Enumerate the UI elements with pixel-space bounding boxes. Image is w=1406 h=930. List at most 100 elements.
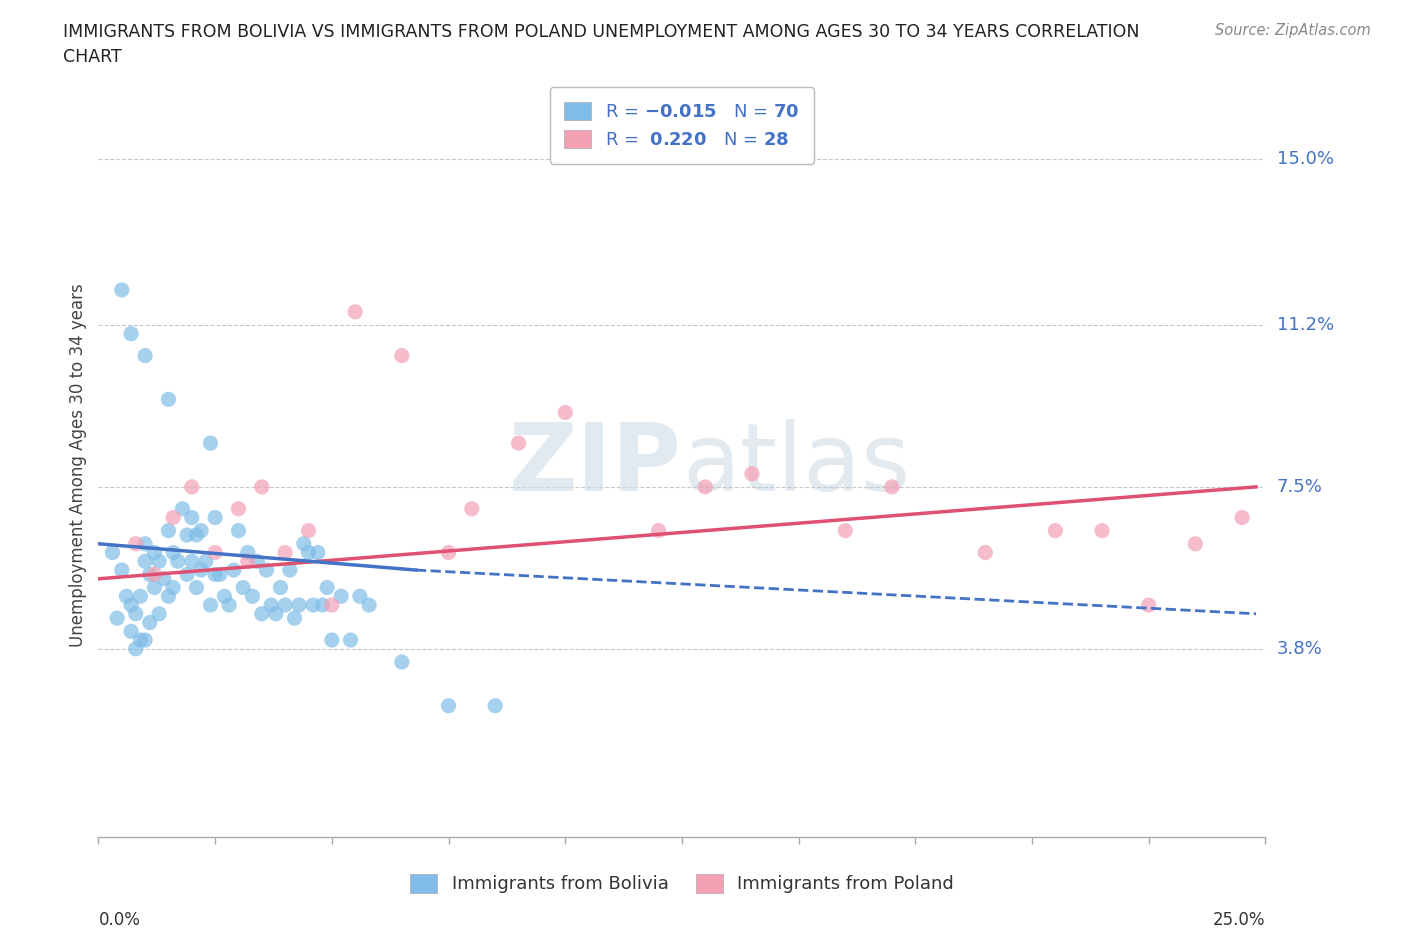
Point xyxy=(274,545,297,560)
Point xyxy=(134,348,156,363)
Point xyxy=(349,589,371,604)
Point xyxy=(647,524,669,538)
Point xyxy=(180,510,202,525)
Point xyxy=(344,304,367,319)
Point xyxy=(162,580,184,595)
Point xyxy=(236,554,259,569)
Point xyxy=(186,580,208,595)
Point xyxy=(129,632,152,647)
Point xyxy=(129,589,152,604)
Text: ZIP: ZIP xyxy=(509,419,682,511)
Point xyxy=(208,567,231,582)
Point xyxy=(162,545,184,560)
Point xyxy=(139,615,162,630)
Text: 25.0%: 25.0% xyxy=(1213,911,1265,929)
Point xyxy=(194,554,217,569)
Point xyxy=(222,563,245,578)
Point xyxy=(278,563,301,578)
Text: CHART: CHART xyxy=(63,48,122,66)
Point xyxy=(236,545,259,560)
Point xyxy=(307,545,329,560)
Point xyxy=(461,501,484,516)
Text: 7.5%: 7.5% xyxy=(1277,478,1323,496)
Point xyxy=(176,527,198,542)
Point xyxy=(311,598,333,613)
Point xyxy=(143,580,166,595)
Point xyxy=(180,554,202,569)
Point xyxy=(157,524,180,538)
Text: 3.8%: 3.8% xyxy=(1277,640,1322,658)
Point xyxy=(111,563,134,578)
Point xyxy=(139,567,162,582)
Point xyxy=(143,567,166,582)
Point xyxy=(157,589,180,604)
Point xyxy=(143,545,166,560)
Point xyxy=(250,480,273,495)
Point xyxy=(115,589,138,604)
Legend: Immigrants from Bolivia, Immigrants from Poland: Immigrants from Bolivia, Immigrants from… xyxy=(401,865,963,902)
Point xyxy=(214,589,236,604)
Text: atlas: atlas xyxy=(682,419,910,511)
Point xyxy=(204,545,226,560)
Point xyxy=(1045,524,1067,538)
Point xyxy=(283,611,305,626)
Point xyxy=(148,554,170,569)
Point xyxy=(330,589,353,604)
Point xyxy=(391,348,413,363)
Y-axis label: Unemployment Among Ages 30 to 34 years: Unemployment Among Ages 30 to 34 years xyxy=(69,283,87,647)
Point xyxy=(256,563,278,578)
Point xyxy=(125,537,148,551)
Point xyxy=(1137,598,1160,613)
Point xyxy=(695,480,717,495)
Point xyxy=(437,698,460,713)
Point xyxy=(218,598,240,613)
Point xyxy=(269,580,291,595)
Point xyxy=(200,598,222,613)
Point xyxy=(741,466,763,481)
Point xyxy=(125,606,148,621)
Point xyxy=(190,563,212,578)
Point xyxy=(232,580,254,595)
Point xyxy=(250,606,273,621)
Point xyxy=(204,510,226,525)
Point xyxy=(120,598,142,613)
Point xyxy=(200,435,222,450)
Point xyxy=(321,632,343,647)
Point xyxy=(176,567,198,582)
Point xyxy=(190,524,212,538)
Point xyxy=(554,405,576,420)
Point xyxy=(391,655,413,670)
Point xyxy=(134,537,156,551)
Point xyxy=(180,480,202,495)
Point xyxy=(292,537,315,551)
Point xyxy=(437,545,460,560)
Text: 15.0%: 15.0% xyxy=(1277,150,1333,167)
Point xyxy=(484,698,506,713)
Point xyxy=(148,606,170,621)
Point xyxy=(246,554,269,569)
Point xyxy=(1184,537,1206,551)
Point xyxy=(297,545,319,560)
Point xyxy=(120,624,142,639)
Point xyxy=(834,524,856,538)
Text: IMMIGRANTS FROM BOLIVIA VS IMMIGRANTS FROM POLAND UNEMPLOYMENT AMONG AGES 30 TO : IMMIGRANTS FROM BOLIVIA VS IMMIGRANTS FR… xyxy=(63,23,1140,41)
Text: Source: ZipAtlas.com: Source: ZipAtlas.com xyxy=(1215,23,1371,38)
Point xyxy=(105,611,128,626)
Point xyxy=(274,598,297,613)
Point xyxy=(120,326,142,341)
Point xyxy=(302,598,325,613)
Point xyxy=(242,589,264,604)
Point xyxy=(1091,524,1114,538)
Point xyxy=(297,524,319,538)
Point xyxy=(359,598,381,613)
Point xyxy=(186,527,208,542)
Point xyxy=(288,598,311,613)
Point xyxy=(152,571,174,586)
Point xyxy=(134,632,156,647)
Point xyxy=(1230,510,1253,525)
Point xyxy=(321,598,343,613)
Point xyxy=(508,435,530,450)
Point xyxy=(974,545,997,560)
Point xyxy=(125,642,148,657)
Point xyxy=(316,580,339,595)
